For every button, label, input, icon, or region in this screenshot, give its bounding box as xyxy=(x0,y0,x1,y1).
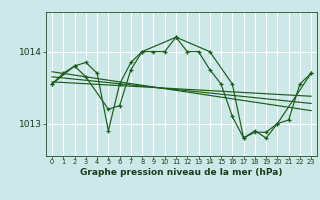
X-axis label: Graphe pression niveau de la mer (hPa): Graphe pression niveau de la mer (hPa) xyxy=(80,168,283,177)
